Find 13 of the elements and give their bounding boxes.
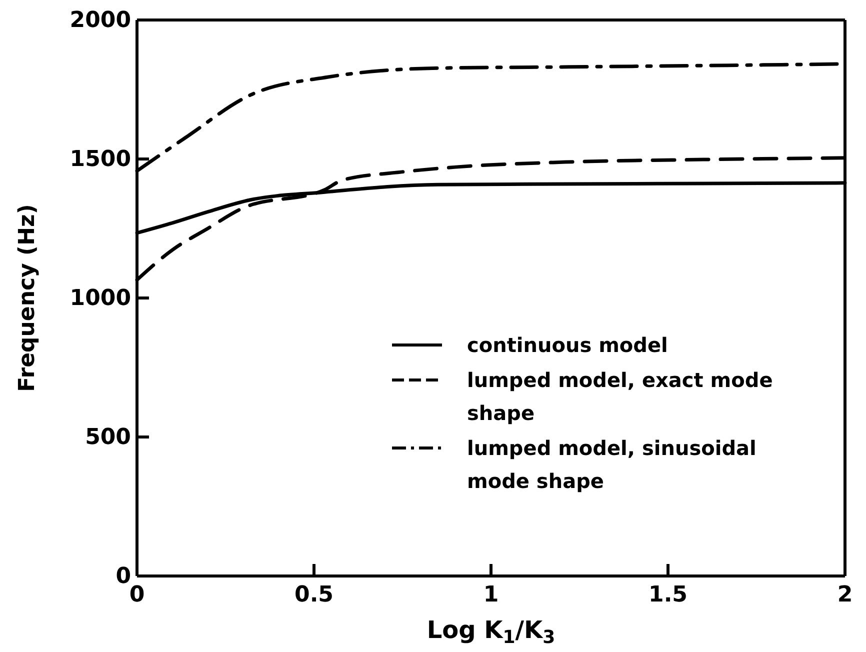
x-tick-label: 1.5 — [648, 582, 688, 608]
y-tick-label: 2000 — [70, 8, 131, 34]
x-tick-label: 2 — [837, 582, 853, 608]
legend-label: lumped model, sinusoidal mode shape — [467, 436, 756, 493]
y-axis-title: Frequency (Hz) — [15, 204, 40, 392]
y-tick-label: 1000 — [70, 286, 131, 312]
x-tick-label: 0.5 — [294, 582, 334, 608]
legend-label: continuous model — [467, 333, 668, 357]
y-tick-label: 0 — [116, 564, 131, 590]
y-tick-label: 1500 — [70, 147, 131, 172]
y-tick-label: 500 — [85, 425, 131, 450]
x-tick-label: 1 — [483, 582, 499, 608]
x-axis-title: Log K$_{1}$/K$_{3}$ — [426, 616, 556, 648]
